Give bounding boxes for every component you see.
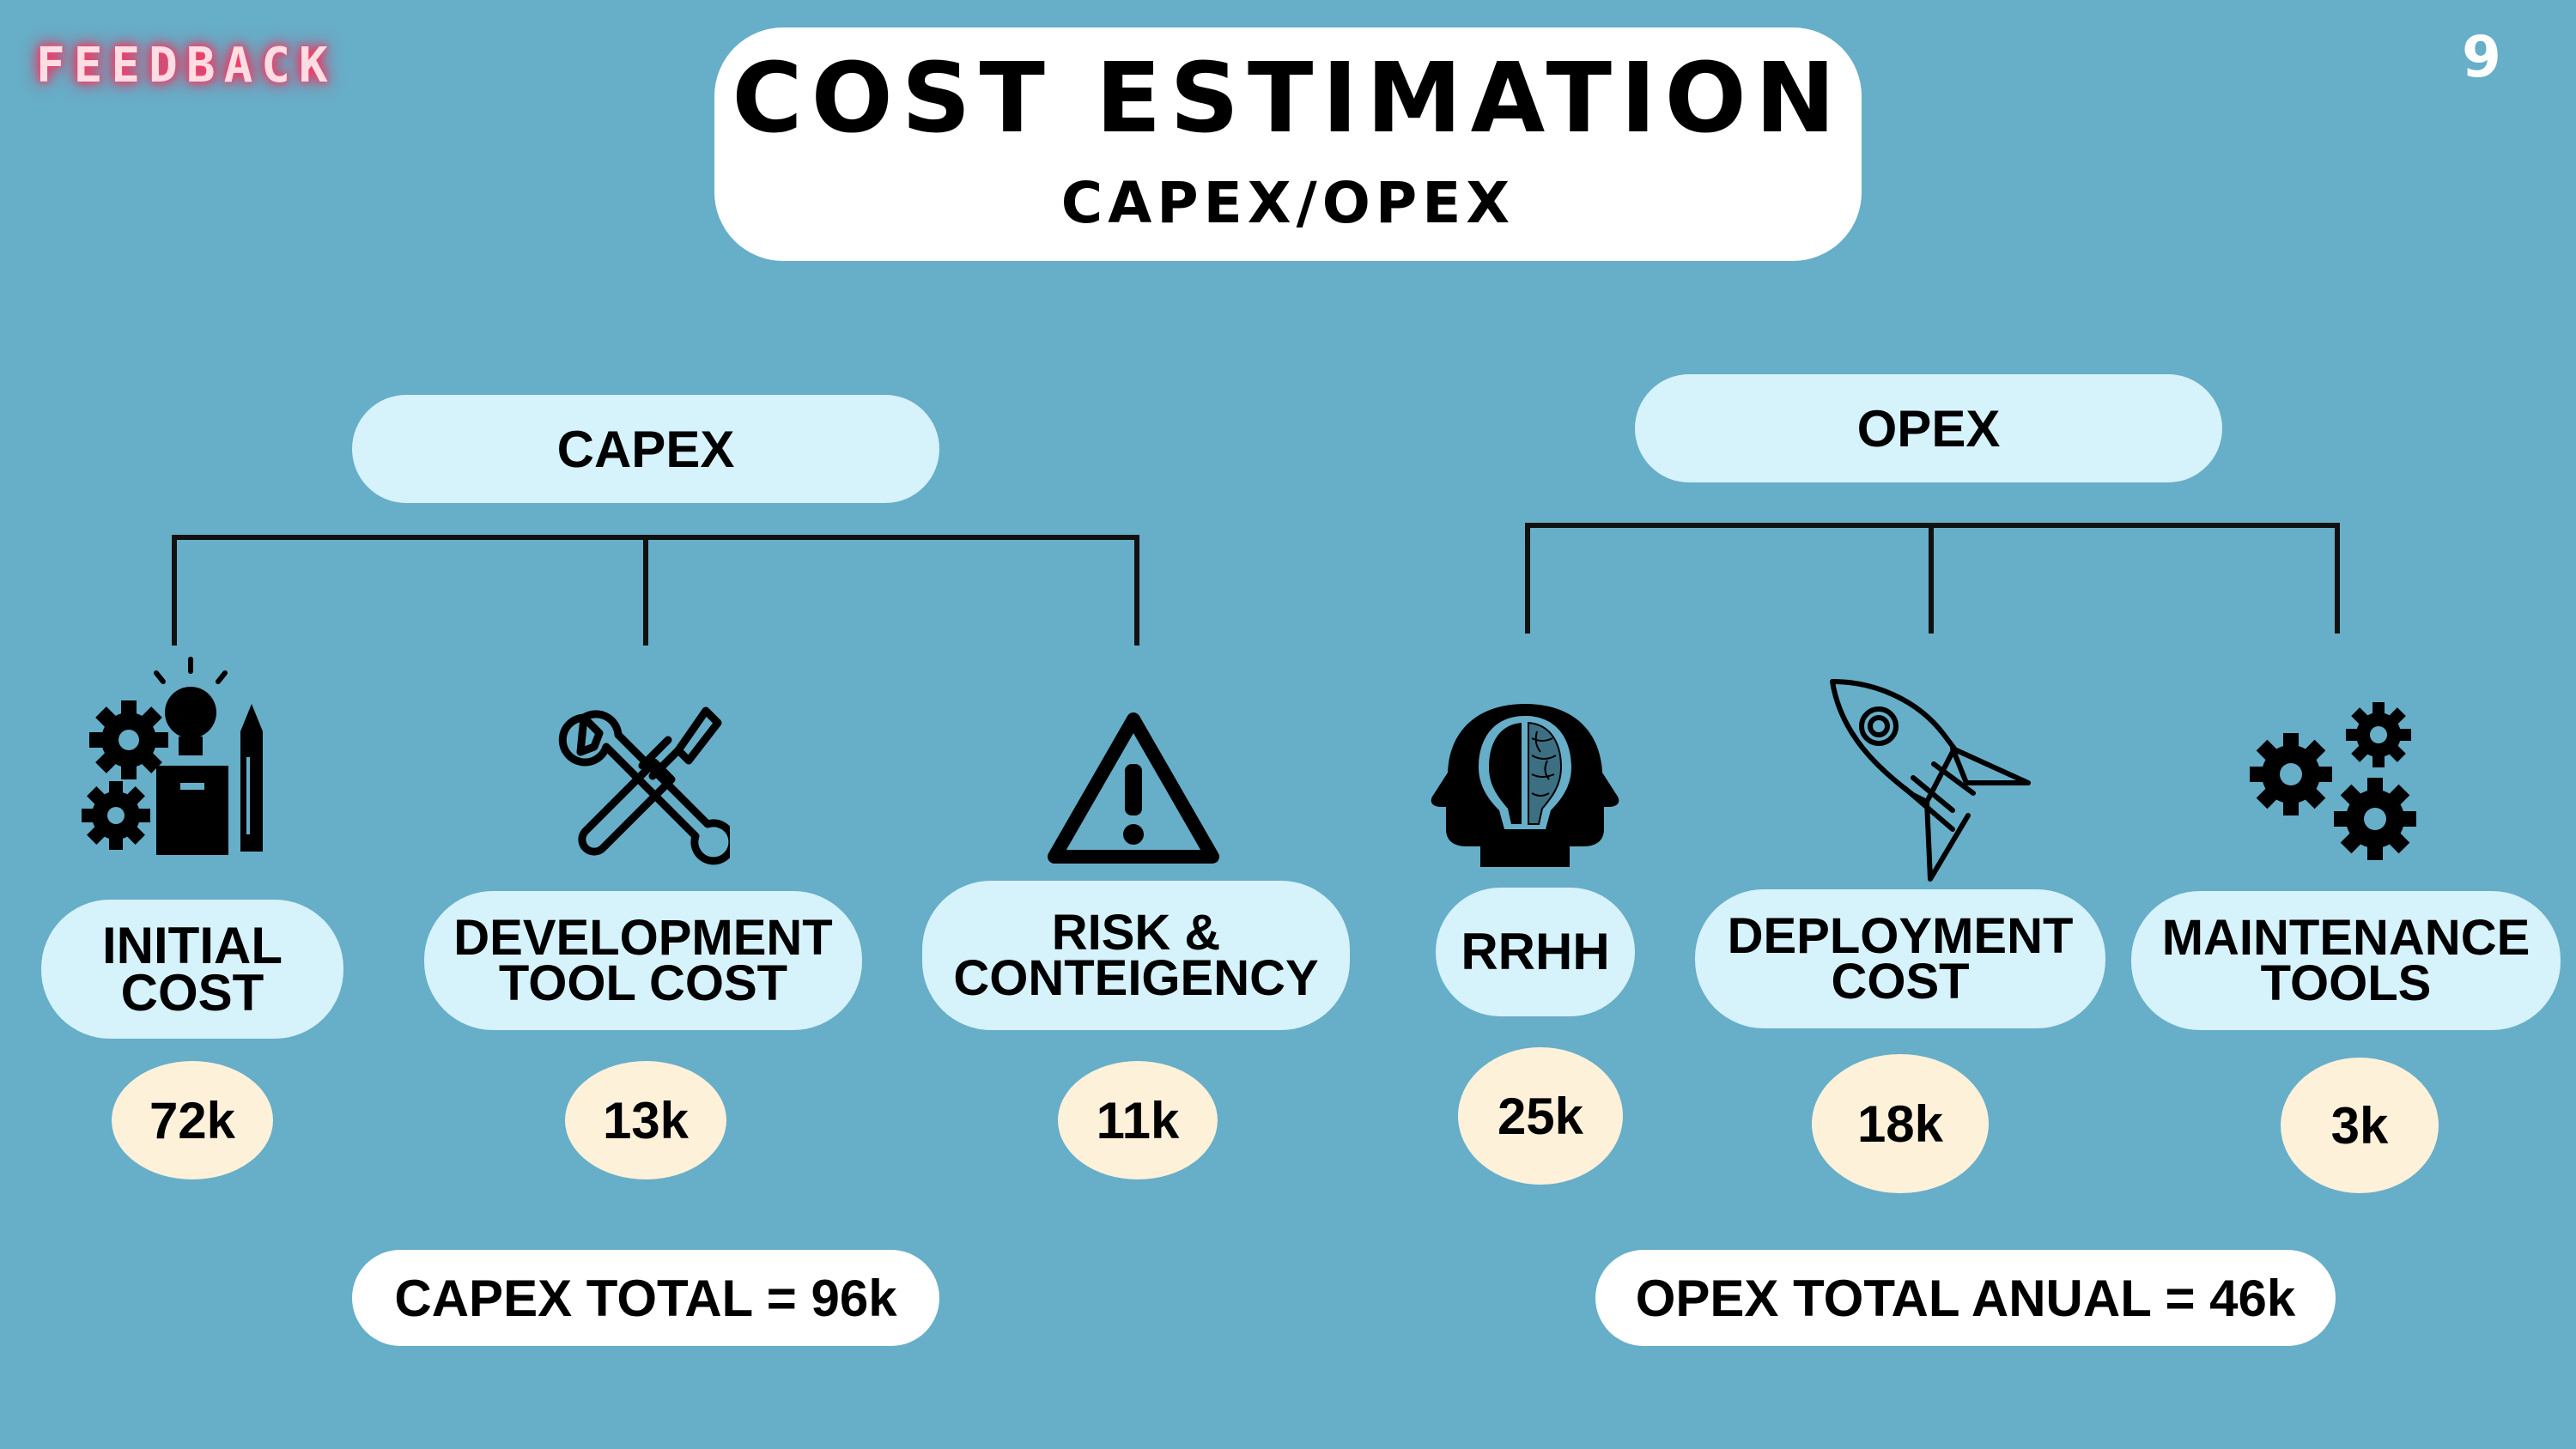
risk-contingency-label: RISK & CONTEIGENCY — [953, 904, 1319, 1006]
brand-logo: FEEDBACK — [36, 38, 337, 94]
page-title: COST ESTIMATION — [732, 43, 1844, 155]
risk-contingency-pill: RISK & CONTEIGENCY — [922, 881, 1350, 1030]
rrhh-value: 25k — [1458, 1047, 1623, 1185]
deployment-cost-label: DEPLOYMENT COST — [1727, 907, 2074, 1009]
rrhh-pill: RRHH — [1436, 888, 1635, 1016]
initial-cost-label: INITIAL COST — [102, 916, 283, 1022]
risk-contingency-value: 11k — [1058, 1061, 1218, 1179]
maintenance-tools-pill: MAINTENANCE TOOLS — [2131, 891, 2561, 1030]
development-tool-cost-value: 13k — [565, 1061, 726, 1179]
opex-header-pill: OPEX — [1635, 374, 2222, 482]
opex-total: OPEX TOTAL ANUAL = 46k — [1595, 1250, 2336, 1346]
page-number: 9 — [2462, 24, 2501, 90]
capex-total: CAPEX TOTAL = 96k — [352, 1250, 939, 1346]
page-subtitle: CAPEX/OPEX — [1060, 170, 1516, 236]
maintenance-tools-label: MAINTENANCE TOOLS — [2161, 909, 2530, 1011]
gears-icon — [2250, 702, 2416, 860]
capex-header-label: CAPEX — [556, 420, 735, 478]
title-card — [714, 27, 1862, 261]
capex-header-pill: CAPEX — [352, 395, 939, 503]
rrhh-label: RRHH — [1461, 923, 1610, 981]
warning-triangle-icon — [1048, 712, 1219, 864]
development-tool-cost-pill: DEVELOPMENT TOOL COST — [424, 891, 862, 1030]
brain-heads-icon — [1431, 704, 1619, 867]
wrench-screwdriver-icon — [558, 706, 730, 865]
gears-idea-icon — [82, 657, 263, 855]
rocket-icon — [1830, 679, 2031, 882]
deployment-cost-value: 18k — [1812, 1054, 1989, 1193]
development-tool-cost-label: DEVELOPMENT TOOL COST — [453, 909, 833, 1011]
deployment-cost-pill: DEPLOYMENT COST — [1695, 889, 2105, 1028]
initial-cost-value: 72k — [112, 1061, 273, 1179]
initial-cost-pill: INITIAL COST — [41, 900, 343, 1039]
opex-header-label: OPEX — [1856, 399, 2001, 458]
maintenance-tools-value: 3k — [2281, 1058, 2439, 1193]
